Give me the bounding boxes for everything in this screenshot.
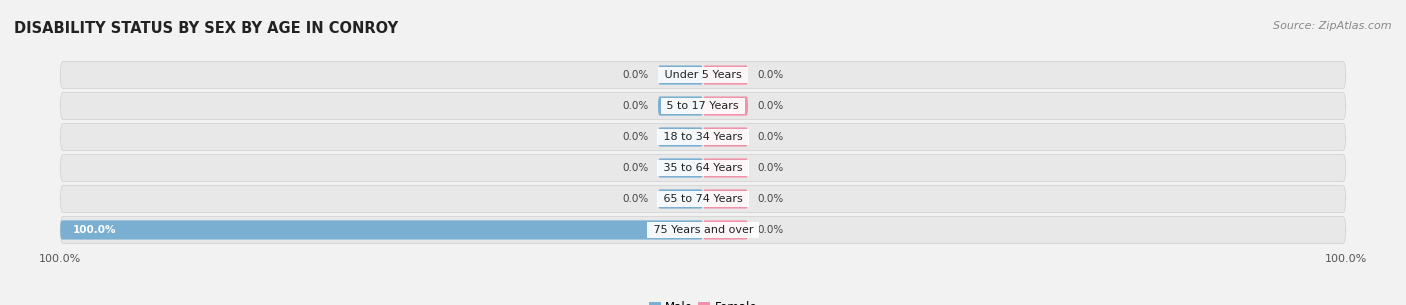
Text: Under 5 Years: Under 5 Years <box>661 70 745 80</box>
FancyBboxPatch shape <box>60 154 1346 181</box>
FancyBboxPatch shape <box>703 158 748 178</box>
Text: 5 to 17 Years: 5 to 17 Years <box>664 101 742 111</box>
FancyBboxPatch shape <box>60 61 1346 89</box>
FancyBboxPatch shape <box>703 189 748 209</box>
FancyBboxPatch shape <box>658 96 703 116</box>
Text: 0.0%: 0.0% <box>758 225 785 235</box>
FancyBboxPatch shape <box>60 92 1346 120</box>
Text: 0.0%: 0.0% <box>621 194 648 204</box>
Text: 0.0%: 0.0% <box>621 101 648 111</box>
Text: 0.0%: 0.0% <box>621 70 648 80</box>
FancyBboxPatch shape <box>703 220 748 239</box>
Text: 0.0%: 0.0% <box>758 101 785 111</box>
Text: 0.0%: 0.0% <box>621 163 648 173</box>
FancyBboxPatch shape <box>703 66 748 85</box>
Text: 0.0%: 0.0% <box>758 163 785 173</box>
FancyBboxPatch shape <box>658 158 703 178</box>
Text: 0.0%: 0.0% <box>758 70 785 80</box>
FancyBboxPatch shape <box>703 96 748 116</box>
FancyBboxPatch shape <box>703 127 748 147</box>
Text: 0.0%: 0.0% <box>758 132 785 142</box>
FancyBboxPatch shape <box>658 127 703 147</box>
FancyBboxPatch shape <box>658 66 703 85</box>
FancyBboxPatch shape <box>60 185 1346 213</box>
Text: 100.0%: 100.0% <box>73 225 117 235</box>
FancyBboxPatch shape <box>658 189 703 209</box>
Text: 0.0%: 0.0% <box>621 132 648 142</box>
Text: DISABILITY STATUS BY SEX BY AGE IN CONROY: DISABILITY STATUS BY SEX BY AGE IN CONRO… <box>14 21 398 36</box>
Text: 65 to 74 Years: 65 to 74 Years <box>659 194 747 204</box>
Legend: Male, Female: Male, Female <box>644 296 762 305</box>
Text: 35 to 64 Years: 35 to 64 Years <box>659 163 747 173</box>
FancyBboxPatch shape <box>60 216 1346 244</box>
Text: 18 to 34 Years: 18 to 34 Years <box>659 132 747 142</box>
Text: Source: ZipAtlas.com: Source: ZipAtlas.com <box>1274 21 1392 31</box>
Text: 0.0%: 0.0% <box>758 194 785 204</box>
FancyBboxPatch shape <box>60 124 1346 151</box>
FancyBboxPatch shape <box>60 220 703 239</box>
Text: 75 Years and over: 75 Years and over <box>650 225 756 235</box>
